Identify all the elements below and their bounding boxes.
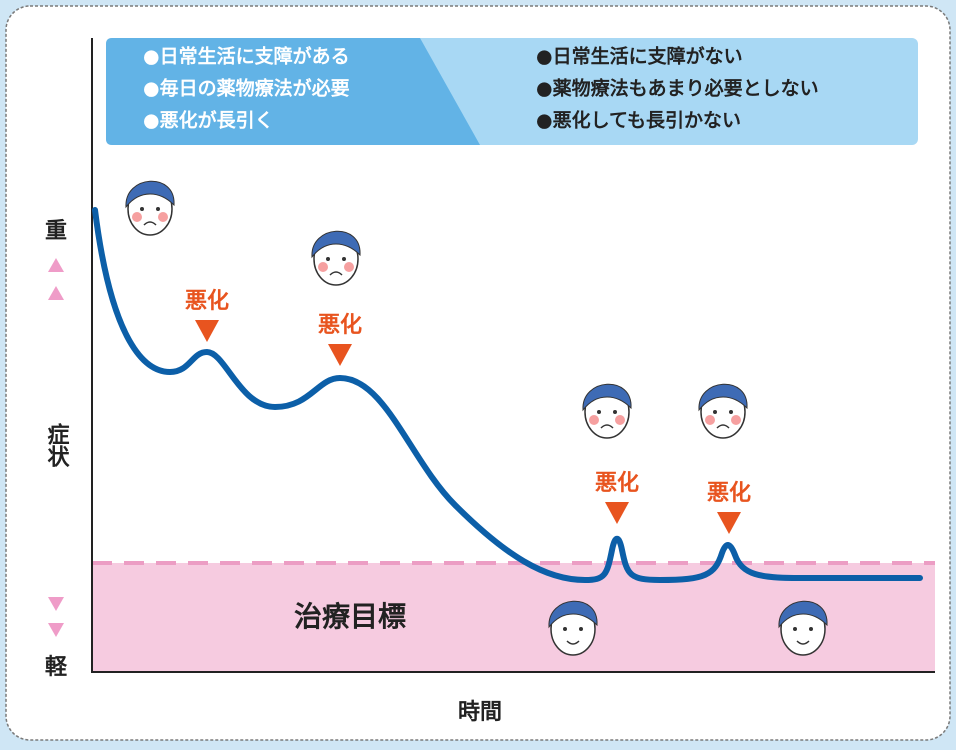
face-blush	[158, 212, 168, 222]
face-blush	[589, 415, 599, 425]
face-eye	[729, 410, 733, 414]
face-eye	[597, 410, 601, 414]
worsening-label: 悪化	[185, 288, 229, 314]
face	[126, 181, 174, 235]
face-eye	[579, 627, 583, 631]
worsening-label: 悪化	[318, 312, 362, 338]
x-label: 時間	[458, 700, 502, 725]
page: ●日常生活に支障がある ●毎日の薬物療法が必要 ●悪化が長引く ●日常生活に支障がない…	[0, 0, 956, 746]
y-top-label: 重	[45, 219, 67, 244]
face-blush	[705, 415, 715, 425]
header-right-item: ●薬物療法もあまり必要としない	[536, 77, 819, 100]
face	[583, 384, 631, 438]
face-eye	[140, 207, 144, 211]
y-middle-label: 症状	[44, 422, 70, 467]
face-eye	[793, 627, 797, 631]
face-blush	[132, 212, 142, 222]
face-eye	[342, 257, 346, 261]
face-blush	[615, 415, 625, 425]
worsening-label: 悪化	[595, 470, 639, 496]
face	[312, 231, 360, 285]
face-blush	[731, 415, 741, 425]
header-left-item: ●日常生活に支障がある	[143, 45, 350, 68]
header-left-item: ●毎日の薬物療法が必要	[143, 77, 350, 100]
face-blush	[318, 262, 328, 272]
face	[699, 384, 747, 438]
face-eye	[326, 257, 330, 261]
face-eye	[156, 207, 160, 211]
header-right-item: ●日常生活に支障がない	[536, 45, 743, 68]
face-eye	[613, 410, 617, 414]
y-bottom-label: 軽	[45, 654, 68, 680]
face-blush	[344, 262, 354, 272]
face	[779, 601, 827, 655]
header-right-item: ●悪化しても長引かない	[536, 109, 741, 132]
diagram: ●日常生活に支障がある ●毎日の薬物療法が必要 ●悪化が長引く ●日常生活に支障がない…	[0, 0, 956, 746]
face-eye	[563, 627, 567, 631]
face-eye	[809, 627, 813, 631]
header-left-item: ●悪化が長引く	[143, 109, 274, 132]
worsening-label: 悪化	[707, 480, 751, 506]
face-eye	[713, 410, 717, 414]
target-label: 治療目標	[294, 600, 406, 633]
face	[549, 601, 597, 655]
